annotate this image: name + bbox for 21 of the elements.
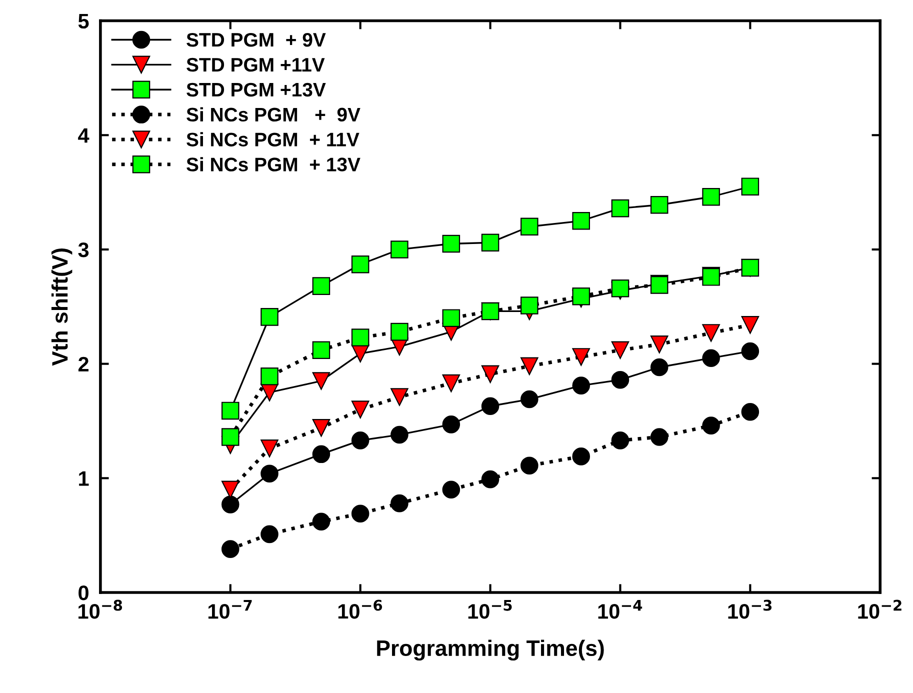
y-axis-title: Vth shift(V) [51,248,72,366]
x-tick-label: 10$^{−7}$ [208,600,252,619]
legend-label: Si NCs PGM + 13V [186,157,360,172]
x-tick-label: 10$^{−5}$ [468,600,512,619]
legend-label: STD PGM +11V [186,58,325,72]
legend-label: STD PGM +13V [186,82,326,97]
y-tick-label: 4 [78,128,90,143]
legend-label: Si NCs PGM + 11V [186,132,360,146]
legend-label: Si NCs PGM + 9V [186,107,360,122]
x-tick-label: 10$^{−6}$ [338,600,382,619]
y-tick-label: 2 [78,356,88,372]
legend-label: STD PGM + 9V [186,32,326,47]
y-tick-label: 0 [78,586,88,600]
x-tick-label: 10$^{−2}$ [858,600,902,619]
x-axis-title: Programming Time(s) [377,640,604,661]
y-tick-label: 1 [79,471,89,486]
x-tick-label: 10$^{−8}$ [78,600,122,619]
x-tick-label: 10$^{−3}$ [728,600,772,619]
x-tick-label: 10$^{−4}$ [598,600,642,619]
y-tick-label: 3 [78,242,89,258]
y-tick-label: 5 [78,14,89,29]
